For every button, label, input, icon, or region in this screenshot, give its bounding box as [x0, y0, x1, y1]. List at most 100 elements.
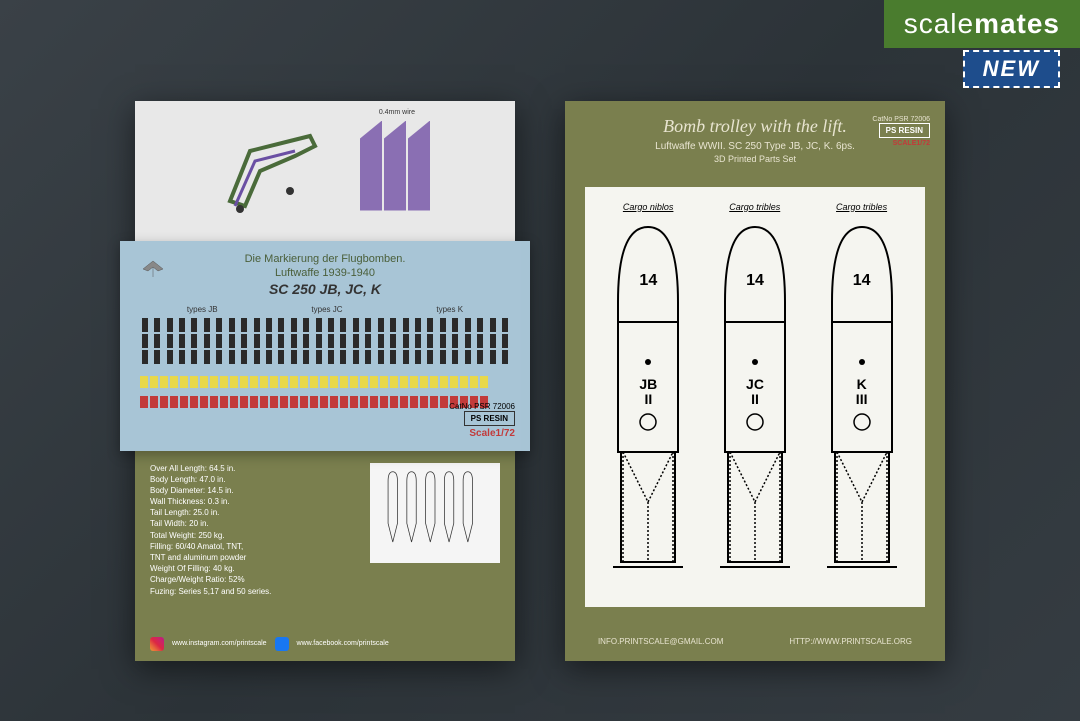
- decal-title: SC 250 JB, JC, K: [140, 281, 510, 297]
- stencil-mark: [328, 334, 334, 348]
- scale-text: Scale1/72: [449, 428, 515, 439]
- stencil-mark: [452, 334, 458, 348]
- stencil-mark: [154, 350, 160, 364]
- stencil-mark: [353, 334, 359, 348]
- stencil-mark: [142, 318, 148, 332]
- stencil-mark: [477, 350, 483, 364]
- stencil-mark: [179, 334, 185, 348]
- trolley-render: [220, 121, 340, 221]
- stencil-mark: [403, 350, 409, 364]
- decal-header1: Die Markierung der Flugbomben.: [140, 253, 510, 265]
- bomb-diagram: 14 JCII: [710, 222, 800, 582]
- stencil-mark: [204, 334, 210, 348]
- brand-name: PS RESIN: [879, 123, 930, 138]
- stencil-mark: [316, 350, 322, 364]
- stencil-mark: [390, 350, 396, 364]
- stencil-mark: [465, 318, 471, 332]
- bomb-label: Cargo niblos: [623, 202, 674, 212]
- specs-section: Over All Length: 64.5 in.Body Length: 47…: [135, 451, 515, 609]
- fin: [408, 121, 430, 211]
- fin: [360, 121, 382, 211]
- scalemates-logo: scalemates: [884, 0, 1080, 48]
- spec-line: Weight Of Filling: 40 kg.: [150, 563, 360, 574]
- logo-part2: mates: [974, 8, 1060, 39]
- stencil-mark: [440, 334, 446, 348]
- bomb-diagram: 14 JBII: [603, 222, 693, 582]
- specs-diagram: [370, 463, 500, 563]
- stencil-mark: [465, 350, 471, 364]
- stencil-mark: [254, 334, 260, 348]
- stencil-mark: [328, 318, 334, 332]
- stencil-mark: [229, 350, 235, 364]
- stencil-mark: [427, 318, 433, 332]
- right-panel: CatNo PSR 72006 PS RESIN SCALE1/72 Bomb …: [565, 101, 945, 661]
- stencil-mark: [142, 334, 148, 348]
- bomb-diagram: 14 KIII: [817, 222, 907, 582]
- decal-sheet: Die Markierung der Flugbomben. Luftwaffe…: [120, 241, 530, 451]
- stencil-markings: [140, 318, 510, 368]
- spec-line: Wall Thickness: 0.3 in.: [150, 496, 360, 507]
- stencil-mark: [216, 350, 222, 364]
- social-links: www.instagram.com/printscale www.faceboo…: [150, 637, 389, 651]
- spec-line: Filling: 60/40 Amatol, TNT,: [150, 541, 360, 552]
- stencil-mark: [415, 334, 421, 348]
- stencil-mark: [167, 318, 173, 332]
- spec-line: TNT and aluminum powder: [150, 552, 360, 563]
- stencil-mark: [191, 318, 197, 332]
- bomb-number: 14: [639, 272, 657, 290]
- stencil-mark: [241, 334, 247, 348]
- bomb-label: Cargo tribles: [729, 202, 780, 212]
- bomb-labels: Cargo niblos Cargo tribles Cargo tribles: [595, 202, 915, 212]
- stencil-mark: [427, 334, 433, 348]
- stencil-mark: [291, 350, 297, 364]
- stencil-mark: [328, 350, 334, 364]
- stencil-mark: [378, 318, 384, 332]
- stencil-mark: [241, 350, 247, 364]
- stencil-mark: [278, 350, 284, 364]
- stencil-mark: [465, 334, 471, 348]
- spec-line: Fuzing: Series 5,17 and 50 series.: [150, 586, 360, 597]
- stencil-mark: [254, 318, 260, 332]
- spec-line: Over All Length: 64.5 in.: [150, 463, 360, 474]
- header-meta: CatNo PSR 72006 PS RESIN SCALE1/72: [872, 116, 930, 147]
- stencil-mark: [291, 318, 297, 332]
- spec-line: Charge/Weight Ratio: 52%: [150, 574, 360, 585]
- footer-url: HTTP://WWW.PRINTSCALE.ORG: [789, 637, 912, 646]
- decal-header2: Luftwaffe 1939-1940: [140, 267, 510, 279]
- stencil-mark: [216, 334, 222, 348]
- stencil-mark: [365, 350, 371, 364]
- stencil-mark: [241, 318, 247, 332]
- diagram-area: Cargo niblos Cargo tribles Cargo tribles…: [585, 187, 925, 607]
- stencil-mark: [179, 318, 185, 332]
- yellow-strip: [140, 376, 510, 388]
- spec-line: Tail Length: 25.0 in.: [150, 507, 360, 518]
- cat-no: CatNo PSR 72006: [449, 402, 515, 411]
- stencil-mark: [427, 350, 433, 364]
- stencil-mark: [229, 318, 235, 332]
- stencil-mark: [415, 350, 421, 364]
- type-labels: types JB types JC types K: [140, 305, 510, 314]
- stencil-mark: [390, 318, 396, 332]
- type-label: types K: [436, 305, 463, 314]
- stencil-mark: [365, 318, 371, 332]
- stencil-mark: [477, 334, 483, 348]
- stencil-mark: [266, 350, 272, 364]
- bomb-number: 14: [853, 272, 871, 290]
- stencil-mark: [490, 318, 496, 332]
- stencil-mark: [378, 334, 384, 348]
- product-panels: 0.4mm wire Die Markierung der Flugbomben…: [0, 0, 1080, 721]
- stencil-mark: [191, 334, 197, 348]
- stencil-mark: [378, 350, 384, 364]
- stencil-mark: [154, 318, 160, 332]
- left-panel: 0.4mm wire Die Markierung der Flugbomben…: [135, 101, 515, 661]
- stencil-mark: [340, 334, 346, 348]
- brand-box: CatNo PSR 72006 PS RESIN Scale1/72: [449, 402, 515, 439]
- stencil-mark: [278, 334, 284, 348]
- instagram-icon: [150, 637, 164, 651]
- stencil-mark: [502, 350, 508, 364]
- stencil-mark: [266, 334, 272, 348]
- stencil-mark: [353, 350, 359, 364]
- bombs-container: 14 JBII 14 JCII 14 KIII: [595, 222, 915, 582]
- stencil-mark: [340, 350, 346, 364]
- stencil-mark: [204, 350, 210, 364]
